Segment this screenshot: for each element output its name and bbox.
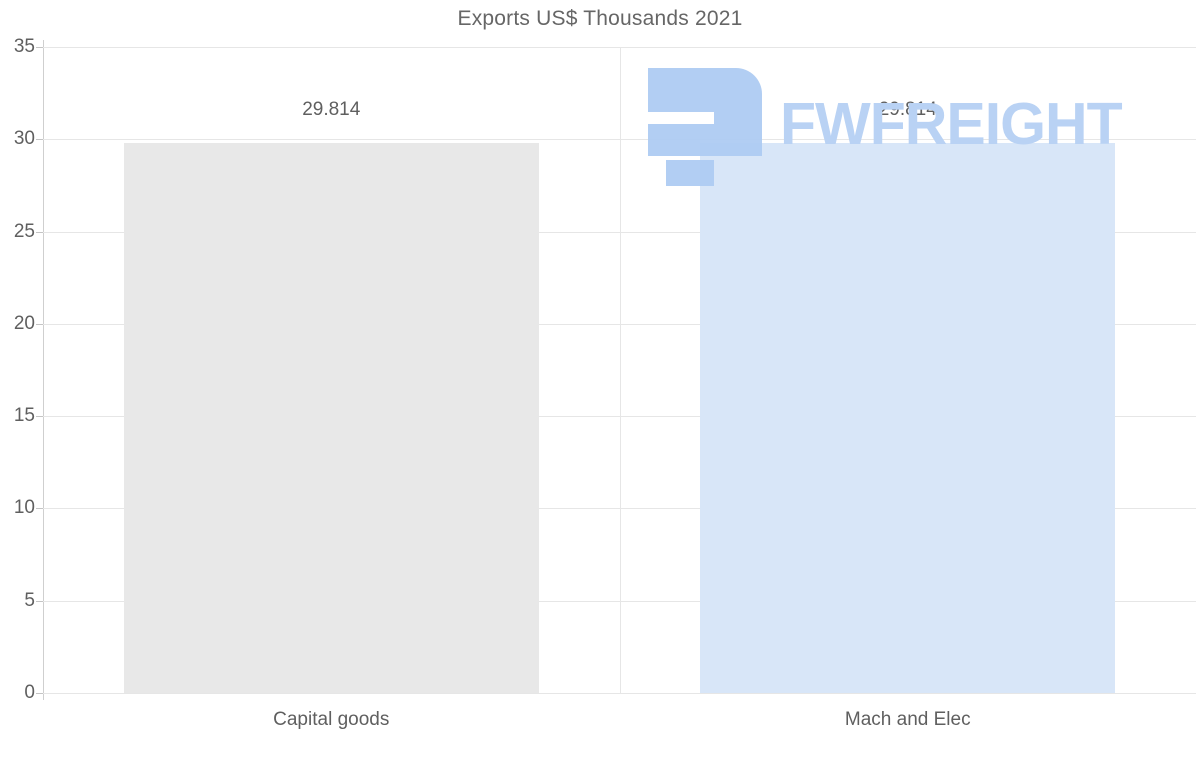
bar-value-label: 29.814 [302,98,361,120]
y-tick-mark [36,416,43,418]
bar[interactable] [123,142,539,693]
y-tick-mark [36,508,43,510]
y-tick-mark [36,323,43,325]
x-tick-label: Mach and Elec [844,709,971,730]
chart-title: Exports US$ Thousands 2021 [457,7,743,30]
y-tick-label: 15 [13,405,35,427]
y-tick-mark [36,693,43,694]
y-tick-mark [36,231,43,233]
y-tick-mark [36,47,43,48]
bar-value-label: 29.814 [878,98,937,120]
y-axis-line [43,40,44,700]
y-tick-label: 20 [13,312,35,334]
y-tick-mark [36,139,43,141]
y-tick-label: 5 [24,589,35,611]
y-tick-label: 35 [13,36,35,57]
gridline-horizontal [43,693,1196,694]
gridline-vertical [619,47,621,693]
y-tick-label: 0 [24,682,35,703]
x-tick-label: Capital goods [273,709,390,730]
y-tick-label: 10 [13,497,35,519]
plot-area [43,47,1196,693]
bar[interactable] [700,142,1116,693]
y-tick-label: 25 [13,220,35,242]
y-tick-mark [36,600,43,602]
y-tick-label: 30 [13,128,35,150]
